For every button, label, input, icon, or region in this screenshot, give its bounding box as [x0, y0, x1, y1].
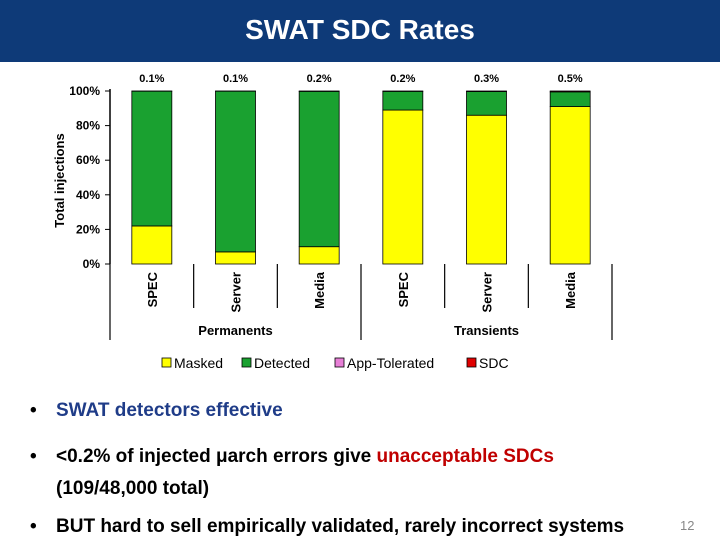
bar-segment-detected: [131, 90, 173, 227]
category-label: Server: [229, 272, 244, 312]
stacked-bar-chart: 0% 20% 40% 60% 80% 100% Total injections 0.1% SP…: [52, 73, 613, 371]
legend-swatch: [466, 357, 477, 368]
bar-segment-detected: [549, 91, 591, 107]
group-label: Permanents: [198, 323, 272, 338]
bar-segment-masked: [549, 106, 591, 265]
bullet-2: • <0.2% of injected μarch errors give una…: [30, 446, 554, 467]
legend-label: SDC: [479, 355, 509, 371]
legend-label: App-Tolerated: [347, 355, 434, 371]
bar-top-label: 0.5%: [558, 73, 583, 85]
category-label: Media: [312, 271, 327, 309]
bar-top-label: 0.3%: [474, 73, 499, 85]
bar-top-label: 0.2%: [307, 73, 332, 85]
y-tick-label: 80%: [76, 119, 100, 133]
bullet-2-line2-text: (109/48,000 total): [56, 478, 210, 499]
slide-title: SWAT SDC Rates: [245, 14, 475, 45]
bar-top-label: 0.2%: [390, 73, 415, 85]
y-tick-label: 100%: [69, 84, 100, 98]
bar-segment-sdc: [549, 90, 591, 93]
y-tick-label: 20%: [76, 222, 100, 236]
bar-segment-detected: [466, 91, 507, 116]
category-label: Server: [480, 272, 495, 312]
bar-segment-detected: [298, 90, 340, 248]
y-tick-label: 40%: [76, 188, 100, 202]
bullet-1-text: SWAT detectors effective: [56, 400, 283, 421]
y-tick-label: 60%: [76, 153, 100, 167]
bullet-2-line2: (109/48,000 total): [30, 478, 209, 500]
slide-number: 12: [680, 518, 695, 533]
bullet-1: • SWAT detectors effective: [30, 400, 283, 421]
bar-segment-masked: [466, 114, 507, 265]
bar-segment-sdc: [466, 90, 507, 92]
group-label: Transients: [454, 323, 519, 338]
bar-segment-detected: [215, 90, 256, 253]
bullet-2-highlight: unacceptable SDCs: [376, 446, 554, 467]
bar-segment-masked: [298, 246, 340, 265]
category-label: Media: [563, 271, 578, 309]
bullet-3-text: BUT hard to sell empirically validated, …: [56, 516, 625, 537]
bullet-3: • BUT hard to sell empirically validated,…: [30, 516, 625, 537]
title-bar: [0, 0, 720, 62]
category-label: SPEC: [145, 271, 160, 307]
bar-segment-masked: [131, 225, 173, 265]
legend-swatch: [241, 357, 252, 368]
bullet-2-text: <0.2% of injected μarch errors give: [56, 446, 377, 467]
category-label: SPEC: [396, 271, 411, 307]
legend-swatch: [334, 357, 345, 368]
y-axis-title: Total injections: [52, 133, 67, 227]
bar-segment-masked: [215, 251, 256, 265]
legend-label: Masked: [174, 355, 223, 371]
bar-top-label: 0.1%: [223, 73, 248, 85]
legend-swatch: [161, 357, 172, 368]
bar-segment-masked: [382, 109, 424, 265]
legend-label: Detected: [254, 355, 310, 371]
y-tick-label: 0%: [83, 257, 101, 271]
bar-segment-detected: [382, 90, 424, 111]
bar-top-label: 0.1%: [139, 73, 164, 85]
